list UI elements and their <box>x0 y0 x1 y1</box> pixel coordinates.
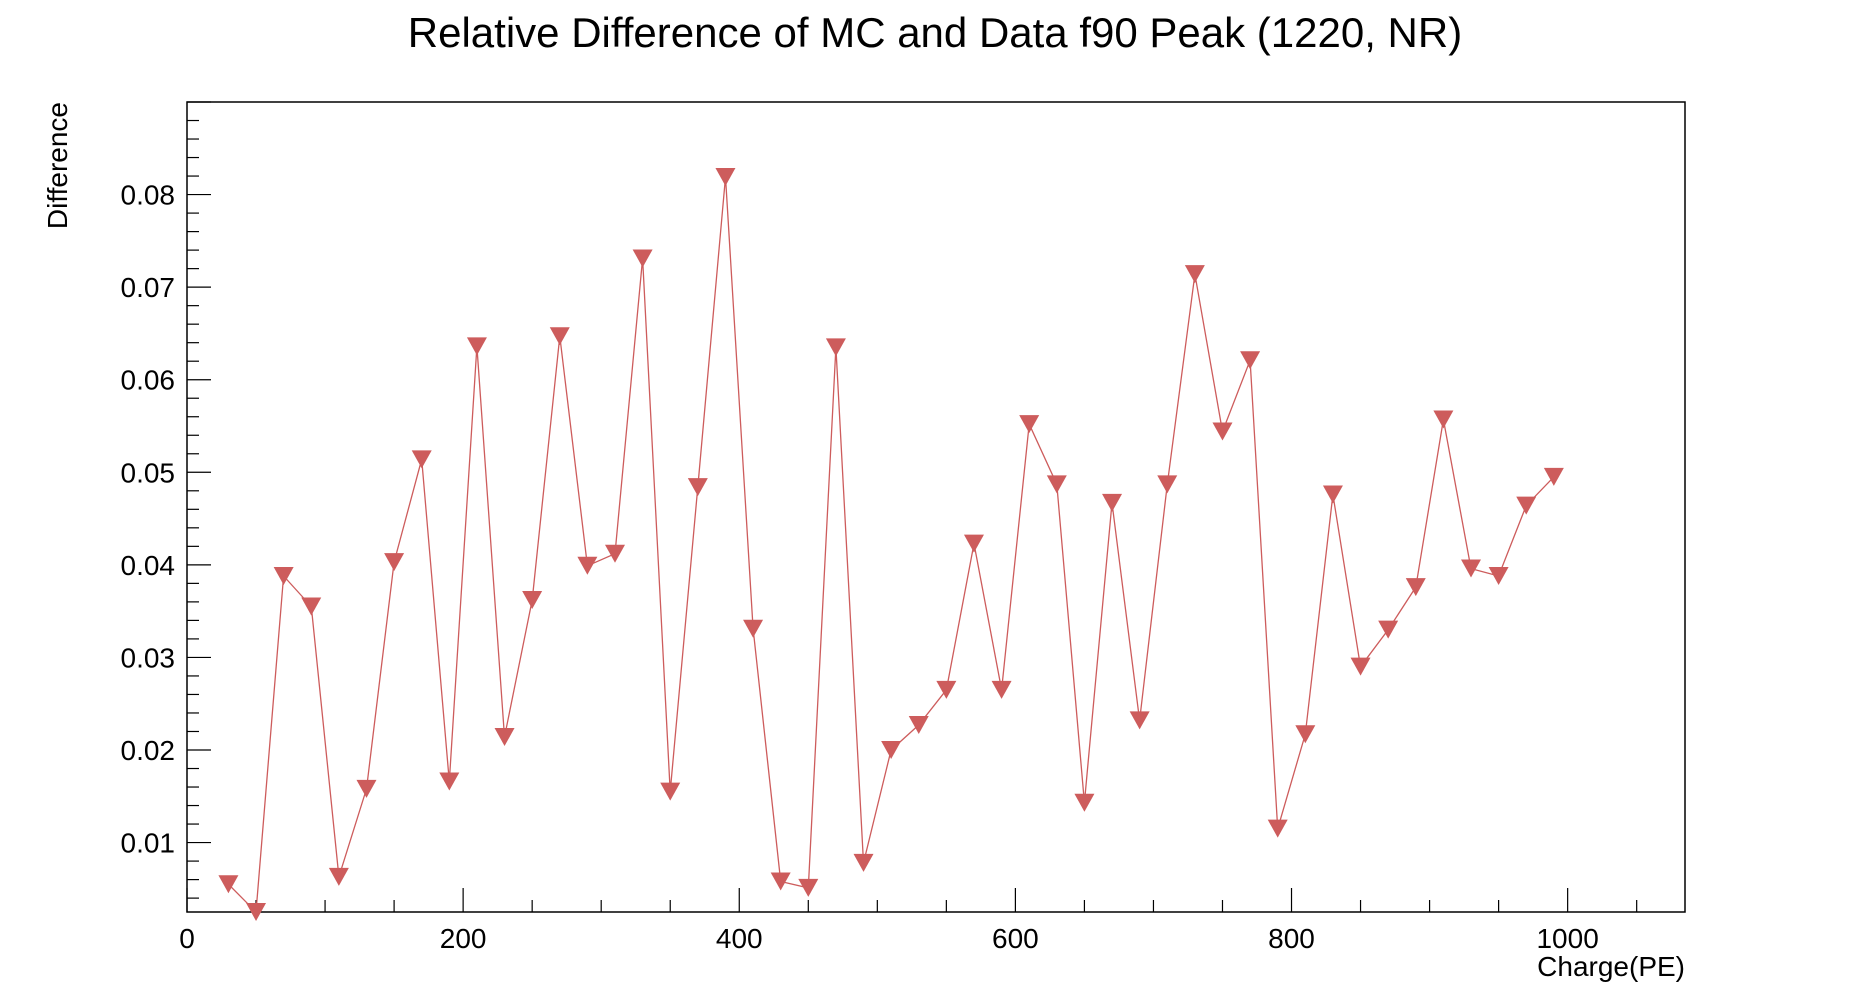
data-point <box>1074 793 1095 812</box>
y-axis-title: Difference <box>42 102 73 229</box>
x-tick-label: 800 <box>1268 923 1315 954</box>
data-point <box>273 566 294 585</box>
x-tick-label: 1000 <box>1536 923 1598 954</box>
data-point <box>1212 422 1233 441</box>
x-tick-label: 600 <box>992 923 1039 954</box>
data-point <box>439 772 460 791</box>
data-point <box>798 878 819 897</box>
data-point <box>1461 559 1481 578</box>
y-tick-label: 0.08 <box>121 180 176 211</box>
axes-layer: 0 200 400 600 800 1000 0.01 0.02 0.03 0.04 0.05 0.0… <box>121 101 1638 954</box>
data-point <box>549 327 570 346</box>
x-axis-title: Charge(PE) <box>1537 951 1685 982</box>
plot-frame <box>186 101 1686 913</box>
data-point <box>1543 467 1564 486</box>
data-point <box>1157 475 1178 494</box>
data-point <box>1046 475 1067 494</box>
data-point <box>1322 485 1343 504</box>
data-point <box>936 680 957 699</box>
data-point <box>494 728 515 747</box>
data-point <box>218 875 239 894</box>
data-point <box>660 782 681 801</box>
data-point <box>1433 410 1454 429</box>
data-point <box>384 553 405 572</box>
data-point <box>1488 566 1509 585</box>
data-point <box>825 338 846 357</box>
data-point <box>853 853 874 872</box>
data-point <box>770 872 791 891</box>
data-point <box>1378 620 1399 639</box>
y-tick-label: 0.01 <box>121 828 176 859</box>
data-point <box>522 591 543 610</box>
chart-title: Relative Difference of MC and Data f90 P… <box>408 9 1462 56</box>
data-point <box>1019 415 1040 434</box>
data-point <box>577 556 598 575</box>
data-point <box>881 741 902 759</box>
y-tick-label: 0.03 <box>121 642 176 673</box>
y-tick-label: 0.05 <box>121 457 176 488</box>
x-tick-label: 400 <box>716 923 763 954</box>
data-point <box>991 680 1012 699</box>
data-point <box>411 450 432 469</box>
data-point <box>1267 819 1288 838</box>
data-point <box>963 534 984 553</box>
data-point <box>328 867 349 886</box>
y-tick-label: 0.02 <box>121 735 176 766</box>
y-tick-label: 0.07 <box>121 272 176 303</box>
data-point <box>356 779 377 798</box>
data-point <box>466 337 487 356</box>
data-point <box>715 167 736 186</box>
data-point <box>1102 493 1123 512</box>
data-point <box>1184 265 1205 284</box>
series-layer <box>218 167 1564 921</box>
data-point <box>1129 711 1150 730</box>
data-point <box>632 249 653 268</box>
data-point <box>301 597 322 616</box>
series-line <box>227 176 1555 914</box>
data-point <box>687 478 708 497</box>
data-point <box>246 903 267 921</box>
data-point <box>908 716 929 735</box>
y-tick-label: 0.06 <box>121 365 176 396</box>
data-point <box>1350 657 1371 676</box>
data-point <box>1516 496 1537 515</box>
data-point <box>1240 351 1261 370</box>
y-tick-label: 0.04 <box>121 550 176 581</box>
data-point <box>1295 725 1316 744</box>
data-point <box>743 619 764 638</box>
x-tick-label: 200 <box>440 923 487 954</box>
data-point <box>1405 578 1426 597</box>
data-point <box>605 544 625 563</box>
x-tick-label: 0 <box>179 923 195 954</box>
